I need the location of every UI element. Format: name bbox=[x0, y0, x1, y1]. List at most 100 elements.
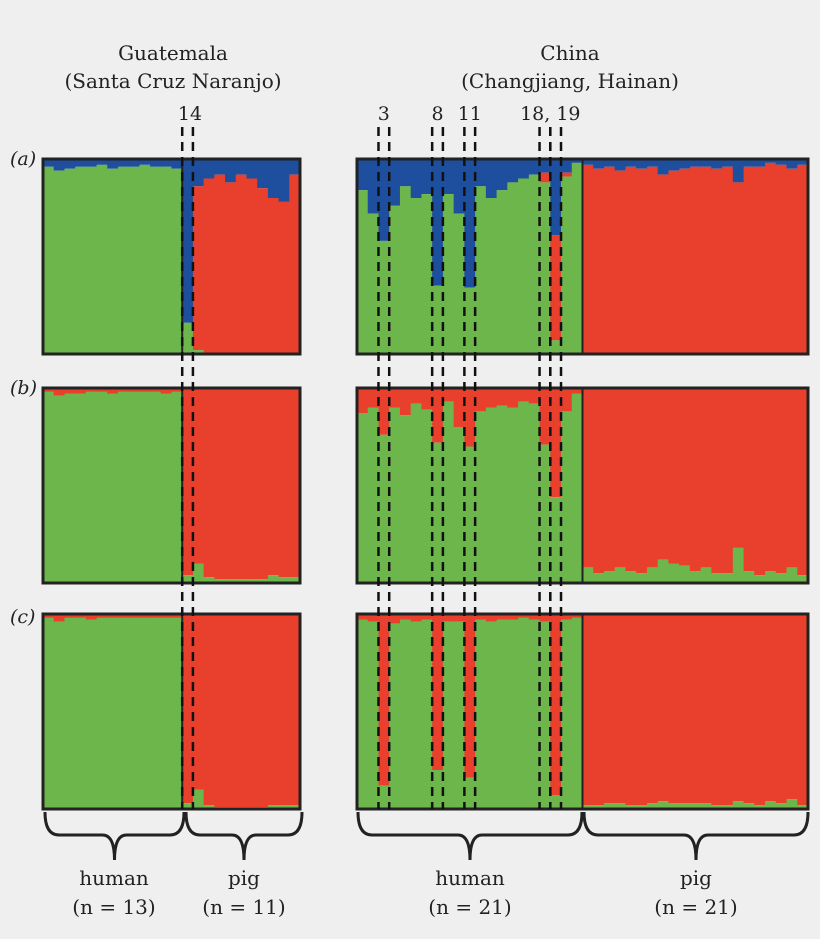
bar-china-p0-s22-red bbox=[582, 164, 594, 354]
bar-china-p2-s23-red bbox=[593, 614, 605, 806]
bar-china-p2-s9-red bbox=[442, 614, 455, 622]
bar-guatemala-p0-s18-red bbox=[225, 182, 237, 354]
bar-china-p2-s14-green bbox=[496, 619, 508, 809]
bar-china-p1-s32-green bbox=[689, 571, 702, 583]
bar-china-p2-s35-green bbox=[722, 805, 734, 809]
bar-china-p2-s26-red bbox=[625, 614, 637, 806]
guatemala-highlight-label: 14 bbox=[178, 103, 202, 125]
bar-china-p1-s29-green bbox=[657, 559, 670, 583]
bar-china-p0-s1-blue bbox=[357, 159, 369, 191]
bar-china-p1-s21-green bbox=[571, 393, 584, 583]
bar-china-p1-s14-green bbox=[496, 405, 508, 583]
bar-china-p2-s32-green bbox=[689, 803, 702, 809]
bar-guatemala-p0-s12-blue bbox=[160, 159, 173, 167]
bar-china-p1-s26-red bbox=[625, 388, 637, 572]
frame-guatemala-p0 bbox=[41, 157, 302, 356]
bar-guatemala-p2-s8-red bbox=[117, 614, 130, 618]
bar-guatemala-p2-s4-green bbox=[75, 617, 87, 809]
bar-guatemala-p0-s5-green bbox=[85, 166, 98, 354]
bar-china-p0-s14-blue bbox=[496, 159, 508, 191]
bar-china-p2-s41-green bbox=[786, 799, 798, 809]
bar-guatemala-p1-s15-red bbox=[192, 388, 205, 564]
bar-china-p0-s32-blue bbox=[689, 159, 702, 167]
bar-china-p0-s29-blue bbox=[657, 159, 670, 175]
bar-guatemala-p1-s21-red bbox=[257, 388, 269, 580]
bar-china-p0-s19-blue bbox=[550, 159, 562, 236]
bar-guatemala-p2-s3-red bbox=[64, 614, 76, 618]
bar-china-p0-s4-blue bbox=[389, 159, 401, 206]
bar-guatemala-p1-s18-red bbox=[225, 388, 237, 580]
bar-guatemala-p0-s20-blue bbox=[246, 159, 258, 179]
bar-guatemala-p0-s4-green bbox=[75, 166, 87, 354]
bar-guatemala-p2-s24-green bbox=[289, 805, 301, 809]
bar-guatemala-p2-s6-green bbox=[96, 617, 108, 809]
bar-guatemala-p2-s10-green bbox=[139, 617, 151, 809]
bar-china-p2-s24-red bbox=[603, 614, 616, 804]
bar-china-p2-s9-green bbox=[442, 621, 455, 809]
panel-label-b: (b) bbox=[10, 377, 37, 399]
bar-china-p2-s3-green bbox=[378, 785, 390, 809]
brace-guatemala-pig bbox=[184, 811, 304, 861]
bar-china-p2-s33-green bbox=[700, 803, 712, 809]
frame-guatemala-p1 bbox=[41, 386, 302, 585]
bar-china-p2-s30-green bbox=[668, 803, 680, 809]
bar-china-p1-s9-red bbox=[442, 388, 455, 402]
bar-china-p0-s5-blue bbox=[399, 159, 412, 187]
bar-guatemala-p0-s8-blue bbox=[117, 159, 130, 167]
bar-guatemala-p1-s3-green bbox=[64, 393, 76, 583]
bar-china-p0-s25-red bbox=[614, 170, 627, 354]
bar-china-p2-s3-red bbox=[378, 614, 390, 786]
bar-china-p0-s40-blue bbox=[775, 159, 788, 165]
bar-china-p0-s8-blue bbox=[432, 159, 444, 286]
bar-china-p2-s34-green bbox=[711, 805, 723, 809]
bar-china-p0-s30-red bbox=[668, 170, 680, 354]
bar-guatemala-p0-s18-blue bbox=[225, 159, 237, 183]
china-highlight-label-4: 18, 19 bbox=[520, 103, 580, 125]
bar-guatemala-p1-s10-red bbox=[139, 388, 151, 392]
bar-china-p0-s18-blue bbox=[539, 159, 551, 173]
bar-guatemala-p2-s15-green bbox=[192, 789, 205, 809]
bar-china-p1-s10-green bbox=[453, 427, 465, 583]
bar-china-p2-s29-red bbox=[657, 614, 670, 802]
china-pig-label: pig bbox=[680, 866, 712, 890]
bar-china-p2-s1-green bbox=[357, 619, 369, 809]
bar-china-p0-s33-blue bbox=[700, 159, 712, 167]
bar-guatemala-p0-s1-green bbox=[43, 166, 55, 354]
bar-guatemala-p0-s24-blue bbox=[289, 159, 301, 175]
china-subtitle: (Changjiang, Hainan) bbox=[461, 69, 679, 93]
bar-china-p2-s35-red bbox=[722, 614, 734, 806]
bar-guatemala-p0-s19-red bbox=[235, 174, 248, 354]
bar-china-p1-s36-green bbox=[732, 547, 745, 583]
bar-china-p1-s5-green bbox=[399, 415, 412, 583]
bar-china-p1-s2-red bbox=[367, 388, 380, 408]
brace-china-pig bbox=[582, 811, 810, 861]
bar-china-p0-s26-red bbox=[625, 166, 637, 354]
bar-guatemala-p2-s17-red bbox=[214, 614, 226, 808]
bar-guatemala-p1-s9-red bbox=[128, 388, 140, 392]
bar-guatemala-p0-s12-green bbox=[160, 166, 173, 354]
bar-china-p2-s19-green bbox=[550, 795, 562, 809]
bar-guatemala-p0-s21-red bbox=[257, 188, 269, 354]
bar-china-p2-s1-red bbox=[357, 614, 369, 620]
bar-china-p0-s22-blue bbox=[582, 159, 594, 165]
bar-china-p2-s26-green bbox=[625, 805, 637, 809]
bar-guatemala-p2-s11-green bbox=[150, 617, 162, 809]
bar-china-p1-s26-green bbox=[625, 571, 637, 583]
bar-china-p1-s39-red bbox=[765, 388, 777, 572]
bar-china-p1-s27-green bbox=[636, 573, 648, 583]
bar-china-p2-s17-green bbox=[528, 619, 541, 809]
bar-guatemala-p1-s2-green bbox=[53, 395, 66, 583]
bar-china-p2-s31-red bbox=[679, 614, 691, 804]
bar-china-p0-s28-blue bbox=[646, 159, 659, 167]
china-highlight-label-3: 11 bbox=[458, 103, 482, 125]
bar-china-p0-s20-red bbox=[561, 172, 573, 177]
bar-china-p1-s39-green bbox=[765, 571, 777, 583]
bar-china-p0-s12-blue bbox=[475, 159, 487, 187]
bar-guatemala-p1-s20-green bbox=[246, 579, 258, 583]
bar-china-p0-s2-green bbox=[367, 213, 380, 354]
bar-china-p0-s21-green bbox=[571, 162, 584, 354]
bar-guatemala-p1-s3-red bbox=[64, 388, 76, 394]
bar-guatemala-p2-s4-red bbox=[75, 614, 87, 618]
bar-guatemala-p0-s1-blue bbox=[43, 159, 55, 167]
bar-china-p2-s8-red bbox=[432, 614, 444, 770]
